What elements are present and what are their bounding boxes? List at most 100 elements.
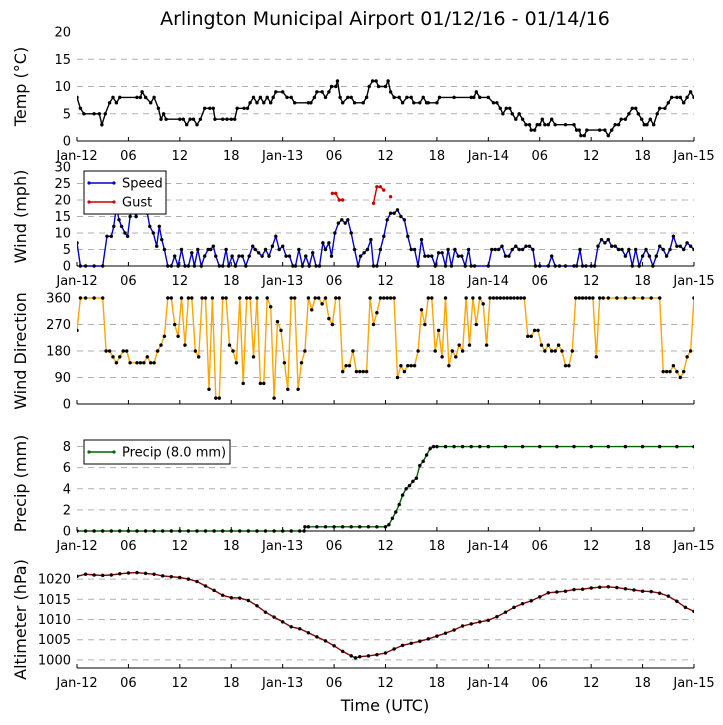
wind-speed-point (183, 264, 187, 268)
temp-temp-point (211, 106, 216, 111)
temp-temp-point (577, 128, 581, 132)
alt-altimeter-point (683, 605, 688, 610)
wind-speed-point (284, 254, 288, 258)
dir-direction-point (464, 296, 468, 300)
temp-temp-point (367, 84, 371, 89)
alt-altimeter-point (512, 605, 516, 610)
temp-temp-point (538, 122, 542, 127)
alt-altimeter-point (538, 595, 542, 599)
temp-temp-point (312, 95, 317, 100)
wind-speed-point (681, 247, 686, 252)
wind-speed-point (402, 218, 407, 222)
wind-speed-point (395, 208, 400, 212)
dir-direction-point (135, 361, 139, 365)
precip-precip-8-0-mm--point (186, 529, 191, 533)
dir-direction-line (77, 295, 694, 399)
dir-direction-point (354, 369, 359, 374)
dir-direction-point (399, 363, 403, 368)
alt-altimeter-point (503, 610, 508, 614)
dir-direction-point (426, 296, 431, 300)
temp-temp-point (78, 106, 83, 111)
dir-direction-point (597, 296, 602, 300)
wind-speed-point (253, 247, 257, 252)
wind-xtick-label: Jan-15 (672, 274, 714, 289)
temp-temp-point (77, 95, 79, 100)
dir-direction-point (543, 349, 547, 353)
temp-temp-point (706, 101, 709, 104)
wind-legend: Speed Gust (83, 170, 167, 215)
dir-direction-point (255, 296, 259, 300)
precip-precip-8-0-mm--point (220, 529, 225, 533)
wind-speed-point (606, 237, 611, 242)
wind-speed-point (300, 264, 305, 268)
wind-speed-point (321, 241, 325, 245)
alt-altimeter-point (366, 654, 371, 658)
temp-temp-point (585, 128, 589, 132)
dir-direction-point (591, 296, 595, 300)
wind-xtick-label: 18 (223, 274, 240, 289)
wind-speed-point (647, 254, 652, 258)
wind-ytick-label: 15 (54, 210, 71, 225)
wind-speed-point (92, 264, 96, 268)
temp-temp-point (349, 95, 353, 100)
wind-speed-point (609, 244, 614, 248)
temp-temp-point (532, 128, 537, 132)
wind-speed-point (277, 247, 281, 252)
dir-direction-point (83, 296, 88, 300)
alt-altimeter-point (126, 571, 131, 575)
dir-direction-point (337, 296, 341, 300)
dir-direction-point (114, 361, 119, 365)
dir-direction-point (238, 296, 242, 300)
wind-legend-label: Gust (122, 196, 152, 211)
wind-speed-point (557, 264, 562, 268)
temp-temp-point (546, 122, 551, 127)
wind-legend-marker (87, 200, 91, 204)
dir-direction-point (310, 308, 314, 312)
dir-direction-point (155, 349, 160, 353)
temp-temp-point (156, 106, 161, 111)
wind-speed-point (314, 264, 318, 268)
temp-temp-point (452, 95, 456, 100)
wind-speed-point (675, 244, 679, 248)
wind-speed-point (77, 241, 79, 245)
dir-direction-point (688, 349, 693, 353)
dir-direction-point (382, 296, 386, 300)
alt-xtick-label: Jan-15 (672, 676, 714, 691)
wind-speed-point (365, 247, 370, 252)
wind-gust-point (371, 201, 376, 206)
wind-speed-point (472, 264, 477, 268)
dir-direction-point (227, 343, 232, 347)
wind-speed-point (671, 234, 676, 239)
temp-temp-point (208, 106, 212, 111)
alt-altimeter-point (710, 616, 713, 619)
temp-temp-point (540, 117, 545, 121)
precip-precip-8-0-mm--point (486, 444, 491, 449)
dir-direction-point (423, 322, 427, 327)
temp-temp-point (645, 122, 649, 127)
wind-xtick-label: Jan-12 (55, 274, 97, 289)
precip-precip-8-0-mm--point (118, 529, 122, 533)
dir-direction-point (124, 349, 129, 353)
wind-speed-point (346, 218, 350, 222)
dir-direction-point (364, 369, 369, 374)
precip-xtick-label: 12 (583, 539, 600, 554)
precip-legend-marker (87, 450, 91, 454)
alt-altimeter-point (323, 639, 328, 643)
alt-altimeter-point (572, 587, 576, 592)
wind-speed-point (186, 264, 191, 268)
precip-precip-8-0-mm--point (400, 493, 405, 497)
temp-temp-point (229, 117, 234, 121)
dir-direction-point (522, 296, 527, 300)
wind-speed-point (233, 264, 238, 268)
precip-precip-8-0-mm--point (315, 525, 319, 529)
dir-direction-point (584, 296, 588, 300)
wind-speed-point (169, 264, 174, 268)
precip-xtick-label: 06 (120, 539, 137, 554)
precip-precip-8-0-mm--point (349, 525, 353, 529)
precip-ytick-label: 8 (63, 440, 71, 455)
dir-direction-point (587, 296, 592, 300)
wind-speed-point (327, 241, 331, 245)
temp-temp-point (255, 101, 259, 105)
wind-speed-point (496, 247, 501, 252)
wind-speed-point (563, 264, 568, 268)
